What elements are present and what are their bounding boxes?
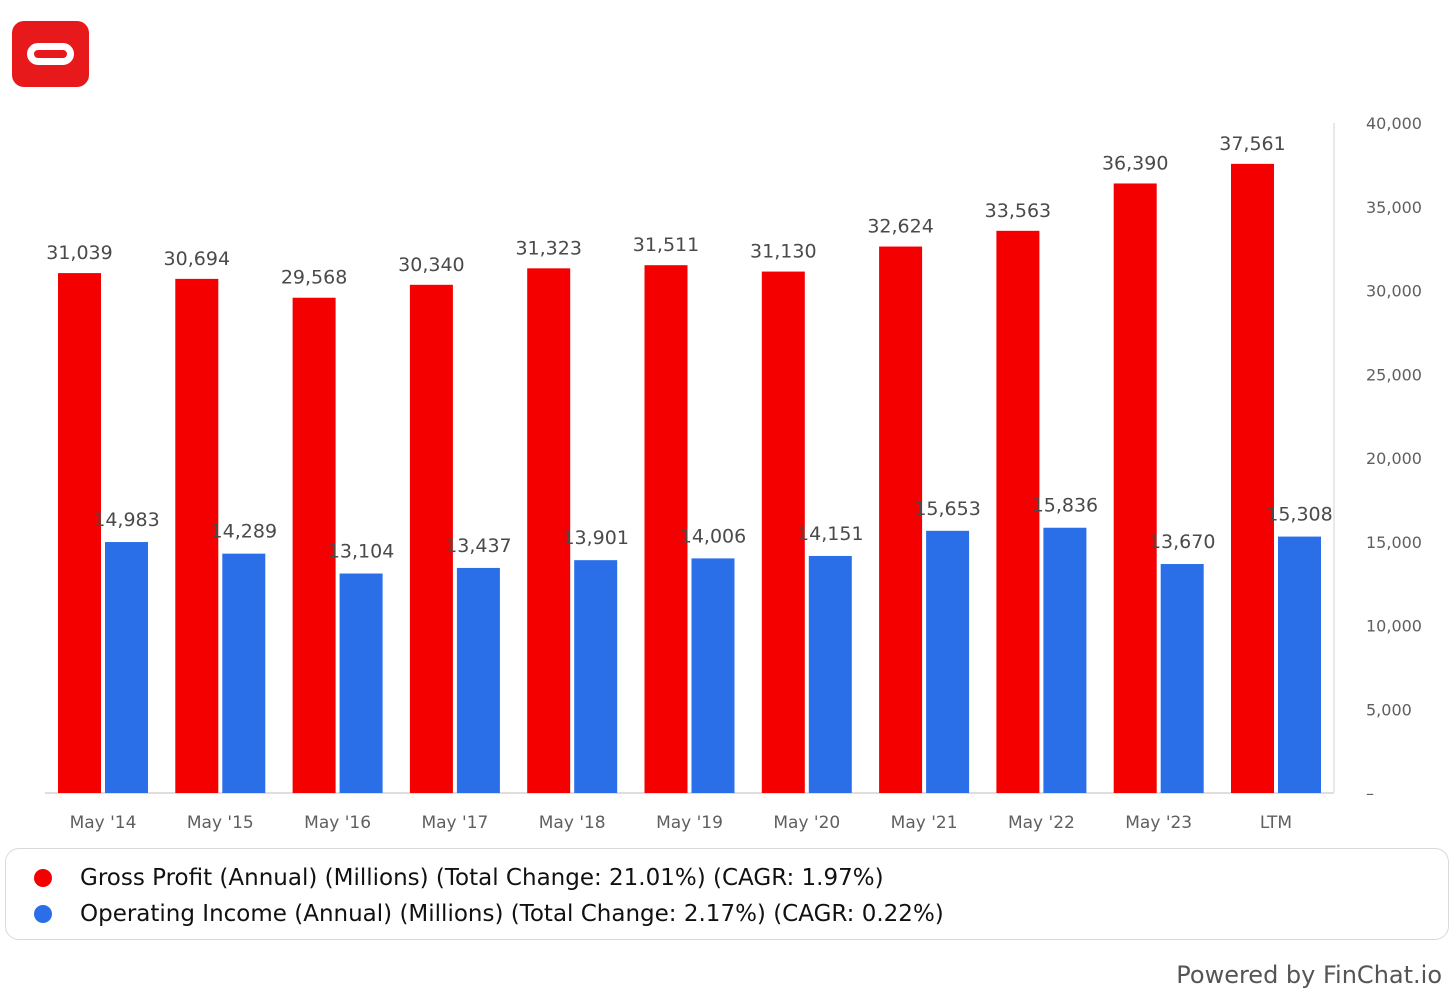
operating-income-bar [105,542,148,793]
gross-profit-bar [996,230,1040,793]
gross-profit-value-label: 32,624 [867,216,933,238]
operating-income-value-label: 13,104 [328,541,394,563]
operating-income-bar [456,567,500,793]
gross-profit-bar [527,268,571,794]
operating-income-bar [1160,564,1204,793]
gross-profit-value-label: 29,568 [281,267,347,289]
blue-dot-icon [34,905,52,923]
legend-label-operating-income: Operating Income (Annual) (Millions) (To… [80,901,944,927]
x-category-label: May '16 [304,813,371,833]
operating-income-value-label: 13,901 [562,527,628,549]
y-tick-label: 5,000 [1366,700,1412,719]
gross-profit-value-label: 30,694 [164,248,230,270]
operating-income-value-label: 13,437 [445,535,511,557]
operating-income-value-label: 15,836 [1032,495,1098,517]
company-logo-icon [12,21,89,87]
logo-ring [27,43,74,65]
gross-profit-value-label: 31,323 [515,237,581,259]
operating-income-value-label: 14,983 [93,509,159,531]
x-category-label: LTM [1260,813,1292,833]
operating-income-value-label: 14,151 [797,523,863,545]
x-category-label: May '21 [891,813,958,833]
operating-income-value-label: 13,670 [1149,531,1215,553]
operating-income-bar [339,573,383,793]
legend-item-gross-profit: Gross Profit (Annual) (Millions) (Total … [34,863,884,893]
powered-by-text: Powered by FinChat.io [1176,961,1442,989]
gross-profit-bar [1231,163,1274,793]
gross-profit-value-label: 37,561 [1219,133,1285,155]
y-tick-label: 10,000 [1366,617,1422,636]
operating-income-bar [691,558,735,793]
y-tick-label: 30,000 [1366,282,1422,301]
gross-profit-bar [409,284,453,793]
bar-chart: – 5,000 10,000 15,000 20,000 25,000 30,000 35,0… [45,114,1422,833]
gross-profit-bar [175,278,219,793]
operating-income-bar [808,555,852,793]
red-dot-icon [34,869,52,887]
gross-profit-bar [644,265,688,793]
operating-income-bar [926,530,970,793]
x-category-label: May '15 [187,813,254,833]
x-category-label: May '18 [539,813,606,833]
operating-income-value-label: 14,006 [680,525,746,547]
gross-profit-bar [761,271,805,793]
y-tick-label: 15,000 [1366,533,1422,552]
operating-income-value-label: 15,308 [1266,504,1332,526]
legend-label-gross-profit: Gross Profit (Annual) (Millions) (Total … [80,865,884,891]
operating-income-bar [222,553,266,793]
x-category-label: May '22 [1008,813,1075,833]
operating-income-bar [1278,536,1321,793]
gross-profit-value-label: 31,511 [633,234,699,256]
y-tick-label: 40,000 [1366,114,1422,133]
operating-income-bar [574,560,618,793]
y-tick-label: 20,000 [1366,449,1422,468]
x-category-label: May '17 [421,813,488,833]
operating-income-bar [1043,527,1087,793]
gross-profit-value-label: 31,130 [750,241,816,263]
x-category-label: May '20 [773,813,840,833]
operating-income-value-label: 15,653 [914,498,980,520]
x-category-label: May '23 [1125,813,1192,833]
y-tick-label: 25,000 [1366,365,1422,384]
x-category-label: May '14 [70,813,137,833]
y-tick-label: 35,000 [1366,198,1422,217]
gross-profit-value-label: 36,390 [1102,152,1168,174]
gross-profit-bar [879,246,923,794]
y-tick-label: – [1366,784,1374,803]
operating-income-value-label: 14,289 [211,521,277,543]
legend-item-operating-income: Operating Income (Annual) (Millions) (To… [34,899,944,929]
gross-profit-value-label: 33,563 [985,200,1051,222]
gross-profit-bar [58,273,101,793]
gross-profit-bar [1113,183,1157,793]
gross-profit-value-label: 30,340 [398,254,464,276]
bars-layer [58,163,1321,794]
labels-layer: 31,039 14,983 May '14 30,694 14,289 May '15 29… [46,133,1332,833]
gross-profit-value-label: 31,039 [46,242,112,264]
x-category-label: May '19 [656,813,723,833]
gross-profit-bar [292,297,336,793]
chart-legend: Gross Profit (Annual) (Millions) (Total … [5,848,1449,940]
